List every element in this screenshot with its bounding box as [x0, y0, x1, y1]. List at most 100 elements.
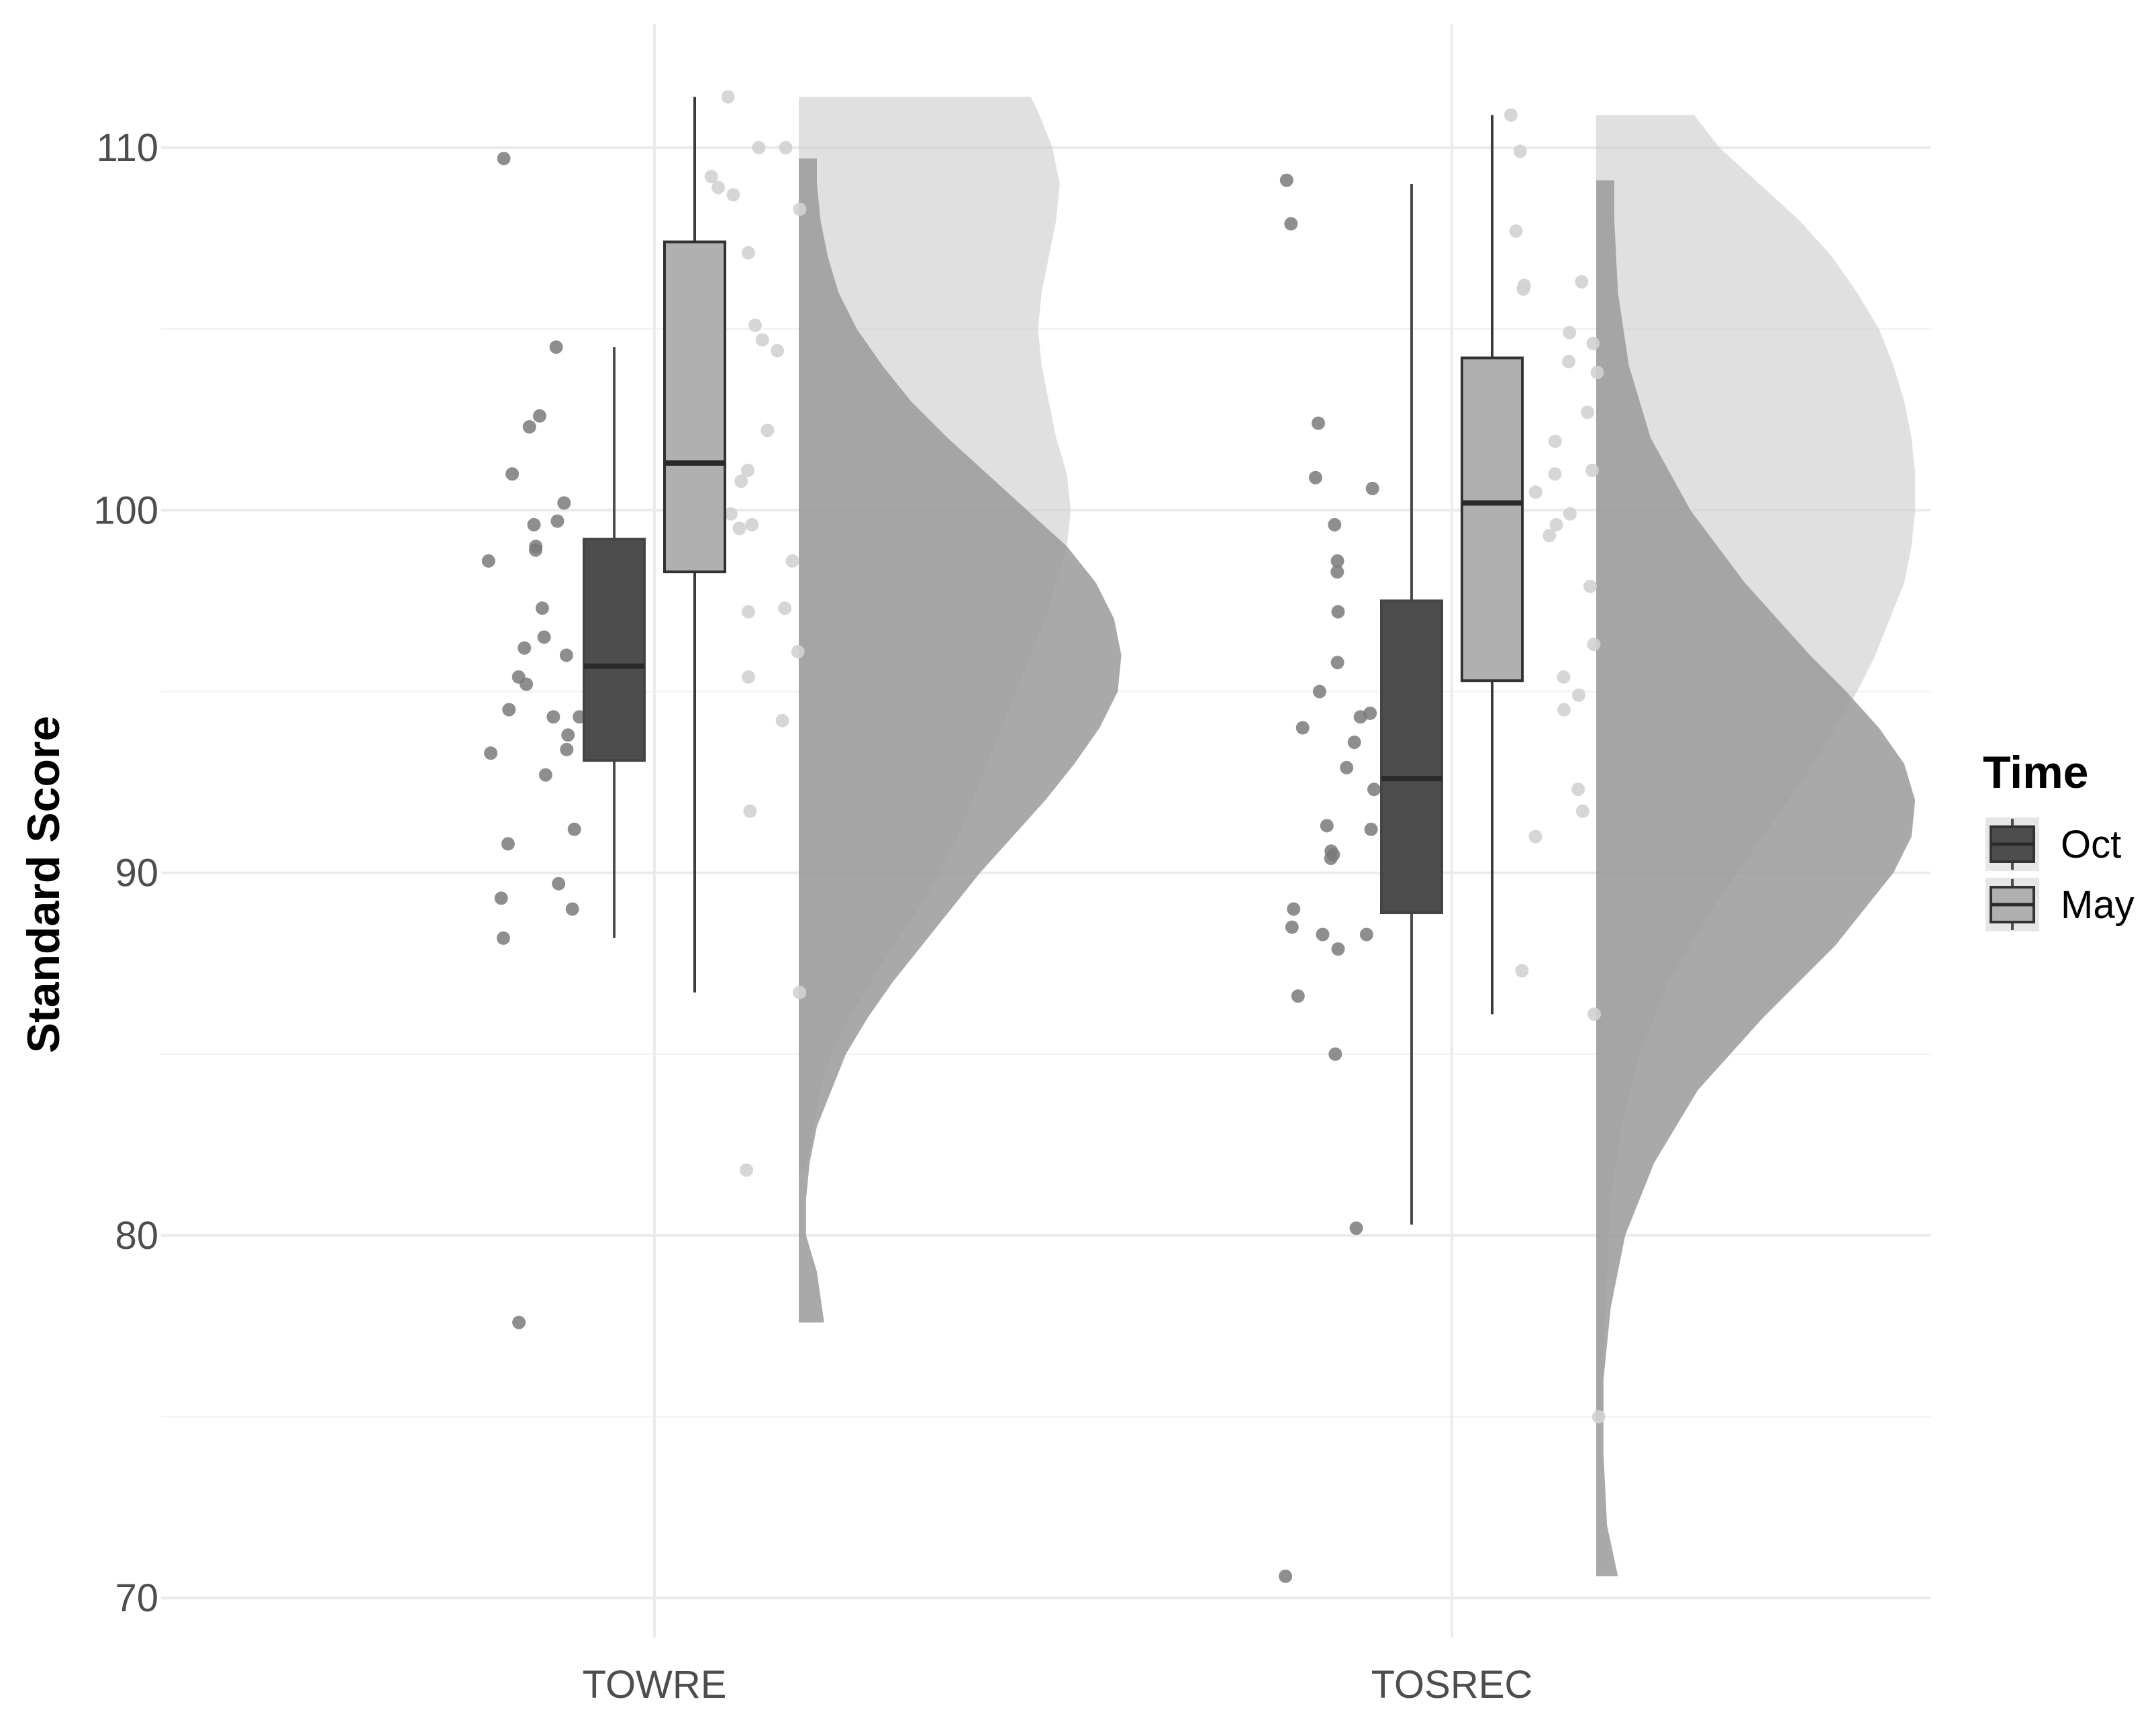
- boxplot-may-tosrec: [1461, 115, 1524, 1015]
- y-tick-label: 80: [115, 1214, 158, 1258]
- data-point-oct: [484, 746, 498, 760]
- data-point-oct: [1365, 481, 1379, 495]
- data-point-oct: [1330, 656, 1344, 670]
- data-point-oct: [1295, 721, 1310, 735]
- boxplots: [583, 97, 1524, 1225]
- data-point-may: [778, 601, 792, 615]
- legend-item-may: May: [1986, 878, 2135, 931]
- x-tick-label: TOSREC: [1371, 1663, 1533, 1707]
- data-point-oct: [567, 822, 581, 836]
- data-point-may: [1581, 405, 1594, 419]
- data-point-oct: [1328, 1047, 1342, 1061]
- data-point-may: [742, 670, 755, 684]
- data-point-may: [775, 713, 789, 727]
- density-clouds: [799, 97, 1916, 1576]
- data-point-oct: [537, 630, 551, 644]
- data-point-may: [726, 188, 740, 202]
- data-point-may: [755, 333, 769, 347]
- box: [663, 240, 726, 574]
- density-oct-towre: [799, 158, 1122, 1323]
- data-point-oct: [1320, 819, 1334, 833]
- data-point-may: [704, 170, 718, 184]
- data-point-oct: [550, 514, 565, 528]
- data-point-oct: [512, 1315, 526, 1329]
- data-point-may: [1585, 463, 1599, 477]
- data-point-oct: [565, 902, 579, 916]
- data-point-may: [748, 318, 762, 332]
- data-point-oct: [557, 496, 571, 510]
- data-point-may: [1516, 282, 1530, 296]
- data-point-oct: [1287, 902, 1301, 916]
- data-point-oct: [1279, 173, 1293, 187]
- y-tick-label: 70: [115, 1576, 158, 1620]
- data-point-may: [732, 521, 746, 536]
- data-point-oct: [538, 768, 552, 782]
- legend: Time Oct May: [1983, 747, 2135, 931]
- rain-points: [481, 90, 1606, 1583]
- data-point-may: [785, 554, 799, 568]
- box: [1461, 356, 1524, 682]
- legend-item-oct: Oct: [1986, 817, 2121, 871]
- data-point-may: [1548, 467, 1562, 481]
- data-point-oct: [1316, 927, 1330, 942]
- data-point-may: [1542, 529, 1557, 543]
- data-point-may: [779, 141, 793, 154]
- data-point-oct: [1312, 685, 1326, 699]
- data-point-oct: [1328, 517, 1342, 531]
- data-point-oct: [533, 409, 546, 423]
- x-tick-label: TOWRE: [583, 1663, 727, 1707]
- data-point-may: [1557, 703, 1571, 717]
- data-point-oct: [1331, 605, 1345, 619]
- data-point-oct: [529, 543, 542, 557]
- data-point-may: [1591, 1410, 1606, 1424]
- legend-title: Time: [1983, 747, 2088, 798]
- data-point-oct: [1291, 989, 1305, 1003]
- data-point-may: [1575, 274, 1589, 289]
- data-point-may: [1562, 354, 1576, 368]
- data-point-may: [1513, 144, 1527, 158]
- data-point-oct: [1347, 736, 1361, 750]
- data-point-oct: [1312, 416, 1325, 430]
- data-point-oct: [1353, 710, 1367, 724]
- data-point-oct: [1330, 565, 1344, 579]
- y-tick-label: 90: [115, 852, 158, 895]
- data-point-oct: [502, 703, 516, 717]
- data-point-oct: [494, 891, 508, 905]
- data-point-may: [1563, 507, 1577, 521]
- data-point-oct: [1324, 852, 1338, 865]
- data-point-oct: [1308, 470, 1322, 485]
- data-point-oct: [1330, 554, 1344, 568]
- data-point-oct: [505, 467, 520, 481]
- data-point-oct: [496, 931, 510, 945]
- data-point-oct: [1349, 1221, 1363, 1235]
- data-point-may: [724, 507, 738, 521]
- data-point-oct: [527, 517, 541, 531]
- box: [583, 538, 646, 762]
- data-point-oct: [1284, 217, 1298, 231]
- data-point-may: [793, 985, 807, 999]
- data-point-may: [745, 517, 759, 531]
- data-point-may: [1549, 517, 1563, 531]
- y-tick-label: 110: [97, 126, 158, 170]
- data-point-may: [793, 202, 807, 216]
- data-point-may: [1515, 964, 1529, 978]
- legend-label: May: [2061, 883, 2135, 927]
- data-point-may: [761, 423, 775, 438]
- data-point-may: [743, 804, 757, 818]
- data-point-may: [740, 1163, 754, 1177]
- data-point-may: [1504, 108, 1518, 122]
- data-point-may: [771, 344, 785, 358]
- data-point-oct: [1364, 822, 1378, 836]
- boxplot-oct-towre: [583, 347, 646, 938]
- data-point-may: [734, 474, 748, 489]
- density-oct-tosrec: [1596, 180, 1916, 1576]
- data-point-oct: [1340, 760, 1354, 774]
- y-axis-title: Standard Score: [18, 716, 69, 1054]
- data-point-may: [1548, 434, 1562, 448]
- data-point-may: [740, 463, 754, 477]
- data-point-may: [1563, 325, 1577, 340]
- data-point-may: [1509, 224, 1523, 238]
- data-point-oct: [552, 876, 566, 891]
- data-point-oct: [1359, 927, 1373, 942]
- data-point-oct: [481, 554, 495, 568]
